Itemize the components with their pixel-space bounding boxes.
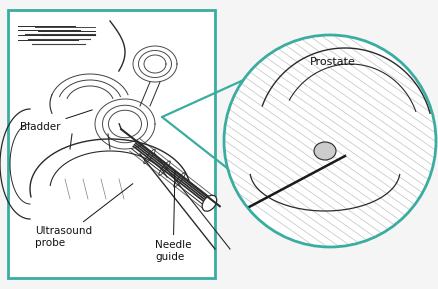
Circle shape (224, 35, 436, 247)
Text: Needle
guide: Needle guide (155, 172, 191, 262)
Ellipse shape (314, 142, 336, 160)
Text: Ultrasound
probe: Ultrasound probe (35, 184, 133, 248)
Text: Prostate: Prostate (310, 57, 356, 67)
Ellipse shape (202, 195, 217, 211)
Text: Bladder: Bladder (20, 110, 92, 132)
FancyBboxPatch shape (8, 10, 215, 278)
